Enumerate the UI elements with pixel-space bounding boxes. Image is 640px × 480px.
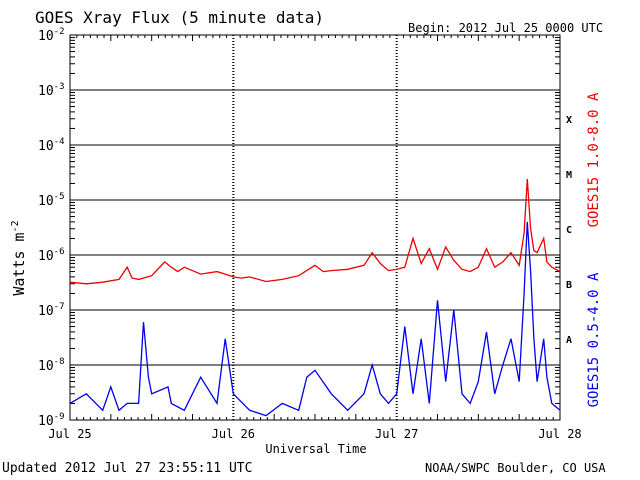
flare-class-label: X: [566, 115, 572, 126]
y-tick-label: 10-7: [38, 302, 65, 319]
legend-series-short: GOES15 0.5-4.0 A: [586, 272, 602, 407]
y-axis-label-main: Watts m: [10, 232, 28, 295]
x-tick-label: Jul 26: [212, 427, 255, 441]
chart-title: GOES Xray Flux (5 minute data): [35, 8, 324, 27]
x-tick-label: Jul 25: [48, 427, 91, 441]
x-tick-label: Jul 27: [375, 427, 418, 441]
y-axis-label: Watts m-2: [10, 220, 28, 295]
begin-label: Begin: 2012 Jul 25 0000 UTC: [408, 21, 603, 35]
y-tick-label: 10-3: [38, 82, 65, 99]
series-line-long: [69, 179, 561, 285]
y-tick-label: 10-2: [38, 27, 65, 44]
flare-class-label: B: [566, 280, 572, 291]
series-line-short: [69, 221, 561, 417]
y-tick-label: 10-5: [38, 192, 65, 209]
y-axis-label-exp: -2: [10, 220, 21, 232]
flare-class-label: A: [566, 335, 572, 346]
x-axis-label: Universal Time: [265, 442, 366, 456]
updated-timestamp: Updated 2012 Jul 27 23:55:11 UTC: [2, 461, 252, 476]
flare-class-label: M: [566, 170, 572, 181]
y-tick-label: 10-8: [38, 357, 65, 374]
x-tick-label: Jul 28: [538, 427, 581, 441]
credit-text: NOAA/SWPC Boulder, CO USA: [425, 461, 606, 475]
plot-frame: [69, 34, 561, 421]
flare-class-label: C: [566, 225, 572, 236]
y-tick-label: 10-4: [38, 137, 65, 154]
legend-series-long: GOES15 1.0-8.0 A: [586, 92, 602, 227]
y-tick-label: 10-6: [38, 247, 65, 264]
y-tick-label: 10-9: [38, 412, 65, 429]
